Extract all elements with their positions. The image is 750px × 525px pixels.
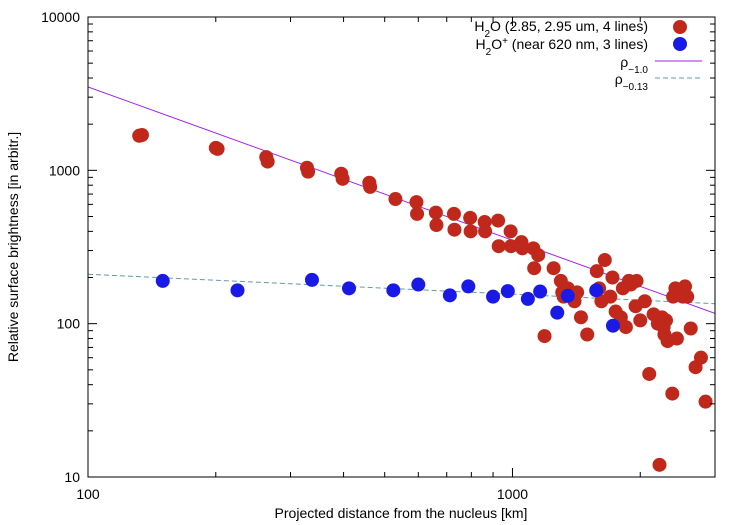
series-1-point-26 bbox=[503, 224, 518, 239]
x-axis-label: Projected distance from the nucleus [km] bbox=[275, 505, 528, 521]
legend-h2op-a: H bbox=[476, 36, 486, 52]
series-1-point-15 bbox=[410, 206, 425, 221]
legend-h2o-sub: 2 bbox=[484, 29, 490, 40]
series-2-point-5 bbox=[386, 283, 401, 298]
series-1-point-75 bbox=[680, 289, 695, 304]
series-1-point-41 bbox=[573, 310, 588, 325]
series-2-point-11 bbox=[520, 291, 535, 306]
series-1-point-47 bbox=[603, 289, 618, 304]
series-1-point-17 bbox=[429, 218, 444, 233]
series-1-point-58 bbox=[637, 294, 652, 309]
series-2-point-6 bbox=[411, 277, 426, 292]
x-tick-label-100: 100 bbox=[76, 486, 100, 502]
series-1-point-59 bbox=[642, 366, 657, 381]
legend-fit1-rho: ρ bbox=[620, 54, 628, 70]
legend-h2op-sub: 2 bbox=[486, 47, 492, 58]
series-1-point-79 bbox=[698, 394, 713, 409]
legend-h2op-b: O bbox=[491, 36, 502, 52]
y-tick-label-10000: 10000 bbox=[41, 9, 80, 25]
legend-entry-h2o: H2O (2.85, 2.95 um, 4 lines) bbox=[474, 18, 648, 40]
x-tick-label-1000: 1000 bbox=[497, 486, 528, 502]
series-1-point-31 bbox=[527, 261, 542, 276]
series-2-point-3 bbox=[304, 272, 319, 287]
legend-fit2-rho: ρ bbox=[615, 71, 623, 87]
legend: H2O (2.85, 2.95 um, 4 lines) H2O+ (near … bbox=[474, 18, 702, 93]
series-1-point-48 bbox=[605, 270, 620, 285]
series-2-point-13 bbox=[550, 305, 565, 320]
plot-frame bbox=[87, 16, 716, 478]
series-1-point-13 bbox=[388, 192, 403, 207]
series-1-point-33 bbox=[537, 329, 552, 344]
series-1-point-66 bbox=[659, 313, 674, 328]
series-2-point-14 bbox=[560, 288, 575, 303]
legend-marker-h2o bbox=[673, 20, 687, 34]
series-2-point-8 bbox=[461, 279, 476, 294]
series-2-point-15 bbox=[589, 283, 604, 298]
series-1-point-8 bbox=[301, 164, 316, 179]
series-1-point-42 bbox=[580, 327, 595, 342]
y-tick-label-10: 10 bbox=[64, 469, 80, 485]
legend-h2o-a: H bbox=[474, 18, 484, 34]
legend-fit1-sub: −1.0 bbox=[628, 65, 648, 76]
series-2-point-12 bbox=[533, 284, 548, 299]
series-1-point-78 bbox=[693, 350, 708, 365]
legend-entry-fit-1: ρ−1.0 bbox=[620, 54, 648, 76]
data-points bbox=[132, 127, 713, 472]
series-2-point-1 bbox=[155, 273, 170, 288]
series-1-point-20 bbox=[463, 210, 478, 225]
series-1-point-4 bbox=[210, 141, 225, 156]
series-1-point-68 bbox=[665, 386, 680, 401]
series-1-point-2 bbox=[134, 127, 149, 142]
series-2-point-10 bbox=[500, 284, 515, 299]
series-1-point-10 bbox=[335, 171, 350, 186]
series-1-point-43 bbox=[589, 264, 604, 279]
legend-h2op-sup: + bbox=[502, 36, 508, 47]
series-1-point-57 bbox=[633, 313, 648, 328]
series-1-point-25 bbox=[491, 239, 506, 254]
series-1-point-21 bbox=[463, 224, 478, 239]
series-1-point-18 bbox=[446, 206, 461, 221]
series-1-point-32 bbox=[531, 248, 546, 263]
series-1-point-62 bbox=[652, 457, 667, 472]
series-1-point-46 bbox=[597, 253, 612, 268]
series-1-point-16 bbox=[428, 205, 443, 220]
legend-fit2-sub: −0.13 bbox=[623, 82, 649, 93]
series-2-point-7 bbox=[442, 288, 457, 303]
series-1-point-19 bbox=[447, 222, 462, 237]
series-2-point-4 bbox=[342, 281, 357, 296]
series-1-point-14 bbox=[409, 195, 424, 210]
series-1-point-23 bbox=[478, 224, 493, 239]
series-1-point-71 bbox=[669, 331, 684, 346]
y-axis-label: Relative surface brightness [in arbitr.] bbox=[5, 132, 21, 362]
series-1-point-24 bbox=[491, 213, 506, 228]
series-1-point-76 bbox=[683, 321, 698, 336]
series-1-point-6 bbox=[260, 154, 275, 169]
legend-entry-fit-2: ρ−0.13 bbox=[615, 71, 649, 93]
legend-marker-h2o-plus bbox=[673, 37, 687, 51]
series-2-point-9 bbox=[486, 289, 501, 304]
y-tick-label-1000: 1000 bbox=[49, 162, 80, 178]
series-1-point-52 bbox=[618, 320, 633, 335]
series-2-point-16 bbox=[605, 318, 620, 333]
legend-h2o-b: O (2.85, 2.95 um, 4 lines) bbox=[490, 18, 648, 34]
y-tick-label-100: 100 bbox=[57, 316, 81, 332]
legend-entry-h2o-plus: H2O+ (near 620 nm, 3 lines) bbox=[476, 36, 649, 58]
series-1-point-29 bbox=[515, 241, 530, 256]
series-1-point-34 bbox=[546, 261, 561, 276]
legend-h2op-c: (near 620 nm, 3 lines) bbox=[508, 36, 648, 52]
series-2-point-2 bbox=[230, 283, 245, 298]
series-1-point-56 bbox=[629, 273, 644, 288]
series-1-point-12 bbox=[363, 179, 378, 194]
